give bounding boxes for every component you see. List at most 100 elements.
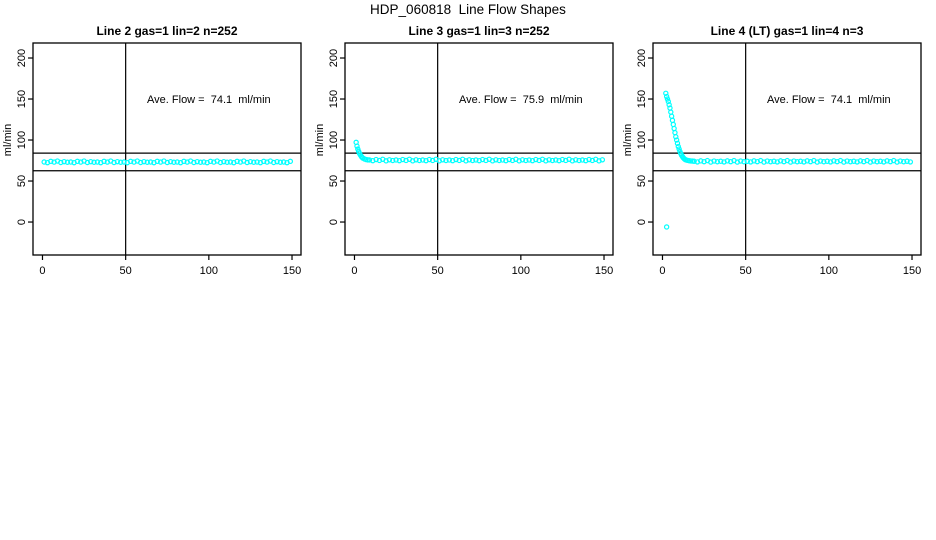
plot-box <box>344 42 614 256</box>
data-point <box>767 159 774 165</box>
data-point <box>496 157 502 164</box>
page-title: HDP_060818 Line Flow Shapes <box>370 2 566 17</box>
data-point <box>366 157 373 163</box>
data-point <box>443 157 449 164</box>
y-axis-label: ml/min <box>314 124 326 156</box>
data-point <box>900 159 907 165</box>
data-point <box>154 158 160 165</box>
data-point <box>247 158 254 165</box>
plot-box <box>652 42 922 256</box>
x-tick-label: 100 <box>512 265 530 277</box>
data-point <box>897 158 904 164</box>
y-tick-label: 50 <box>16 175 28 187</box>
data-point <box>88 158 94 165</box>
data-point <box>416 157 423 164</box>
data-point <box>824 158 830 164</box>
data-point <box>599 157 606 163</box>
data-point <box>586 156 592 163</box>
data-point <box>413 157 419 163</box>
data-point <box>197 159 204 165</box>
data-point <box>817 158 824 164</box>
panel-line2: Line 2 gas=1 lin=2 n=252 0 50 100 150 0 50 100… <box>0 0 316 290</box>
data-point <box>74 158 81 165</box>
y-tick-label: 100 <box>328 131 340 149</box>
data-point <box>58 159 64 166</box>
y-tick-label: 0 <box>636 219 648 225</box>
data-point <box>174 159 180 165</box>
data-point <box>117 159 124 165</box>
data-point <box>426 156 433 163</box>
panel-line3-title: Line 3 gas=1 lin=3 n=252 <box>408 24 550 38</box>
data-point <box>874 159 880 165</box>
data-point <box>711 158 717 164</box>
data-point <box>741 159 747 165</box>
x-tick-label: 150 <box>903 265 921 277</box>
y-tick-label: 200 <box>636 49 648 67</box>
data-point <box>744 158 751 164</box>
data-point <box>499 157 506 163</box>
data-point <box>672 129 678 136</box>
x-tick-label: 50 <box>432 265 444 277</box>
data-point <box>280 159 287 165</box>
plot-box <box>32 42 302 256</box>
data-point <box>576 157 582 164</box>
y-tick-label: 50 <box>636 175 648 187</box>
data-point <box>386 157 393 163</box>
data-point <box>287 158 294 165</box>
data-point <box>549 157 556 164</box>
panel-line4-title: Line 4 (LT) gas=1 lin=4 n=3 <box>710 24 864 38</box>
data-point <box>41 159 47 165</box>
data-point <box>251 159 257 165</box>
data-point <box>64 159 71 165</box>
data-point <box>777 158 784 164</box>
data-point <box>274 158 280 165</box>
data-point <box>671 125 677 132</box>
y-tick-label: 200 <box>328 49 340 67</box>
data-point <box>221 158 227 165</box>
x-tick-label: 0 <box>351 265 357 277</box>
y-tick-label: 200 <box>16 49 28 67</box>
data-point <box>84 159 91 166</box>
data-point <box>714 159 721 165</box>
data-point <box>670 121 676 128</box>
data-point <box>244 159 250 166</box>
data-point <box>718 158 724 164</box>
data-point <box>127 158 134 165</box>
data-point <box>669 117 676 124</box>
plot-area-line3: 0 50 100 150 0 50 100 150 200 ml/min Ave. Flow = 7… <box>314 42 614 277</box>
data-point <box>114 158 121 165</box>
data-point <box>446 157 453 163</box>
data-point <box>493 157 499 163</box>
panel-line2-title: Line 2 gas=1 lin=2 n=252 <box>96 24 238 38</box>
data-point <box>724 158 731 164</box>
data-point <box>771 158 777 164</box>
data-point <box>794 159 800 165</box>
data-point <box>673 137 680 143</box>
y-axis-label: ml/min <box>622 124 634 156</box>
data-point <box>831 158 837 164</box>
data-point <box>91 159 97 165</box>
data-point <box>797 158 804 164</box>
panel-line4: Line 4 (LT) gas=1 lin=4 n=3 0 50 100 150 0 50… <box>620 0 936 290</box>
y-axis-label: ml/min <box>2 124 14 156</box>
data-point <box>821 159 827 165</box>
data-point <box>277 159 284 165</box>
y-tick-label: 150 <box>328 90 340 108</box>
data-point <box>227 159 234 165</box>
data-point <box>207 158 214 165</box>
data-point <box>884 158 890 164</box>
data-point <box>164 159 170 166</box>
y-tick-label: 150 <box>636 90 648 108</box>
data-point <box>261 158 267 165</box>
data-point <box>698 158 704 164</box>
data-point <box>904 158 910 164</box>
data-point <box>121 159 127 165</box>
data-point <box>141 158 147 165</box>
annotation-text: Ave. Flow = 74.1 ml/min <box>147 94 271 106</box>
y-tick-label: 150 <box>16 90 28 108</box>
data-point <box>573 157 579 163</box>
data-point <box>469 157 476 164</box>
data-point <box>194 158 200 165</box>
data-point <box>453 156 459 163</box>
